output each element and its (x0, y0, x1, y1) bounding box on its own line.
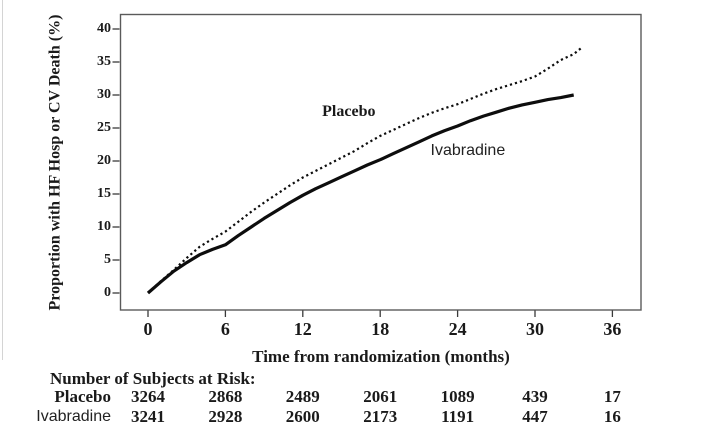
risk-cell: 447 (522, 407, 548, 426)
risk-cell: 1089 (440, 387, 475, 406)
x-tick-label: 0 (143, 319, 153, 339)
x-tick-label: 18 (371, 319, 390, 339)
x-tick-label: 24 (448, 319, 467, 339)
risk-cell: 1191 (441, 407, 475, 426)
risk-cell: 2928 (208, 407, 243, 426)
risk-row-label-ivabradine: Ivabradine (36, 408, 111, 425)
y-tick-label: 30 (97, 87, 111, 102)
x-tick-label: 12 (293, 319, 312, 339)
placebo-curve (147, 45, 584, 294)
risk-cell: 2489 (285, 387, 320, 406)
y-tick-label: 10 (97, 219, 111, 234)
ivabradine-series-label: Ivabradine (430, 141, 506, 159)
x-tick-label: 36 (603, 319, 622, 339)
left-edge-line (2, 0, 3, 360)
curves (146, 45, 584, 295)
axis-ticks (112, 28, 614, 317)
risk-cell: 3264 (131, 387, 165, 406)
risk-cell: 3241 (131, 407, 165, 426)
risk-cell: 2600 (285, 407, 320, 426)
risk-table-title: Number of Subjects at Risk: (50, 369, 256, 388)
risk-cell: 2868 (208, 387, 243, 406)
risk-cell: 16 (603, 407, 621, 426)
ivabradine-curve (146, 93, 575, 295)
y-tick-label: 35 (97, 54, 111, 69)
x-tick-label: 6 (220, 319, 230, 339)
risk-cell: 17 (603, 387, 621, 406)
y-tick-label: 25 (97, 120, 111, 135)
y-tick-label: 40 (97, 21, 111, 36)
y-tick-label: 20 (97, 153, 111, 168)
risk-cell: 2173 (363, 407, 398, 426)
y-tick-label: 5 (104, 252, 111, 267)
risk-cell: 439 (522, 387, 548, 406)
y-tick-label: 0 (104, 285, 111, 300)
y-axis-title: Proportion with HF Hosp or CV Death (%) (46, 14, 64, 311)
x-axis-title: Time from randomization (months) (252, 347, 510, 366)
plot-frame (119, 13, 642, 311)
risk-row-label-placebo: Placebo (54, 387, 111, 406)
placebo-series-label: Placebo (322, 102, 376, 120)
risk-cell: 2061 (363, 387, 398, 406)
y-tick-label: 15 (97, 186, 111, 201)
x-tick-label: 30 (526, 319, 544, 339)
